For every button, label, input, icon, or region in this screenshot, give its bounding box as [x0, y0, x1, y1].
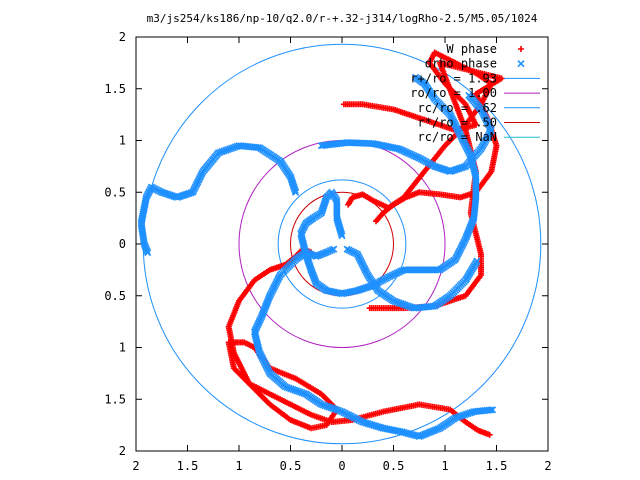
drho-phase-marker [517, 60, 525, 68]
x-tick-label: 2 [132, 459, 139, 473]
y-tick-label: 2 [119, 444, 126, 458]
w-phase-marker [486, 431, 493, 438]
x-tick-label: 0.5 [383, 459, 405, 473]
drho-phase-marker [465, 91, 473, 99]
y-tick-label: 1.5 [104, 82, 126, 96]
w-phase-marker [366, 305, 373, 312]
legend-swatch [518, 46, 524, 52]
legend-label: ro/ro = 1.00 [410, 86, 497, 100]
x-tick-label: 0 [338, 459, 345, 473]
drho-phase-marker [487, 406, 495, 414]
y-tick-label: 0.5 [104, 289, 126, 303]
legend-swatch [517, 60, 525, 68]
w-phase-marker [340, 101, 347, 108]
drho-phase-marker [412, 73, 420, 81]
drho-phase-marker [473, 257, 481, 265]
legend-label: r*/ro = .50 [418, 116, 497, 130]
reference-circle [238, 140, 446, 348]
y-tick-label: 1 [119, 341, 126, 355]
legend-label: drho phase [425, 57, 497, 71]
y-tick-label: 0 [119, 237, 126, 251]
chart-title: m3/js254/ks186/np-10/q2.0/r-+.32-j314/lo… [147, 12, 538, 25]
drho-phase-series [137, 73, 497, 441]
w-phase-marker [518, 46, 524, 52]
legend-label: W phase [446, 42, 497, 56]
legend-label: r+/ro = 1.93 [410, 71, 497, 85]
x-tick-label: 1.5 [177, 459, 199, 473]
x-tick-label: 1 [441, 459, 448, 473]
y-tick-label: 1 [119, 134, 126, 148]
series-markers [137, 49, 505, 441]
x-tick-label: 1.5 [486, 459, 508, 473]
legend-label: rc/ro = .62 [418, 101, 497, 115]
y-tick-label: 2 [119, 30, 126, 44]
reference-circle [277, 179, 407, 309]
y-tick-label: 1.5 [104, 392, 126, 406]
drho-phase-marker [144, 249, 152, 257]
drho-phase-marker [489, 406, 497, 414]
x-tick-label: 1 [235, 459, 242, 473]
x-tick-label: 0.5 [280, 459, 302, 473]
y-tick-label: 0.5 [104, 185, 126, 199]
legend-label: rc/ro = NaN [418, 130, 497, 144]
x-tick-label: 2 [544, 459, 551, 473]
